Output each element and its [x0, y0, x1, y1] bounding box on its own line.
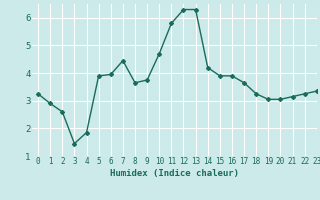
X-axis label: Humidex (Indice chaleur): Humidex (Indice chaleur)	[110, 169, 239, 178]
